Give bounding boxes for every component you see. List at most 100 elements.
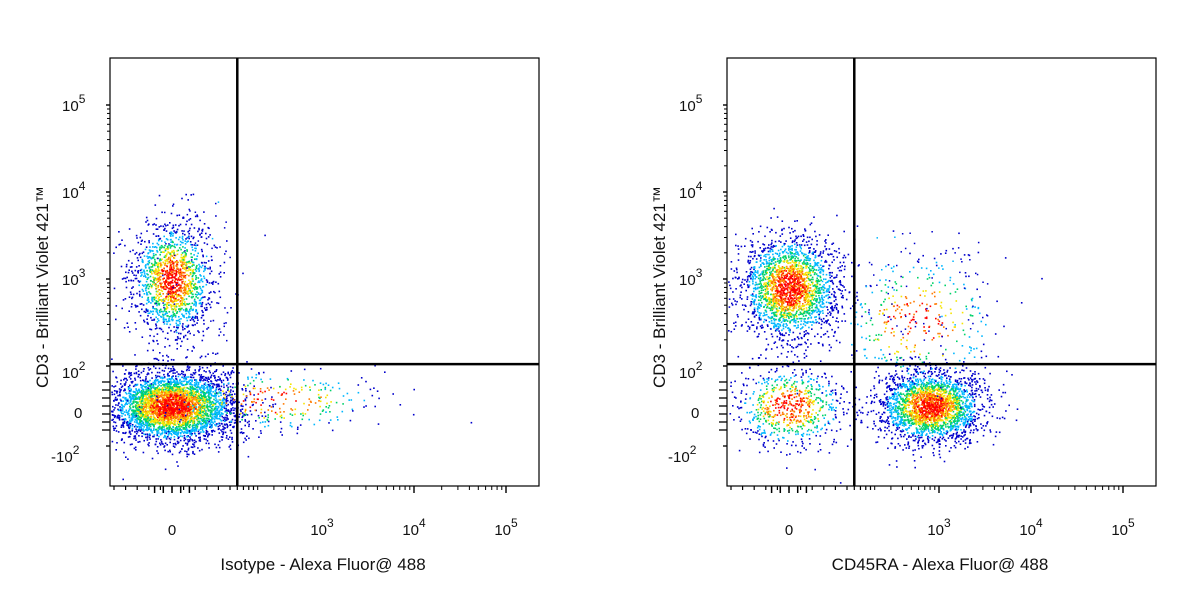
event-dot — [173, 252, 175, 255]
event-dot — [180, 303, 182, 305]
event-dot — [172, 404, 174, 406]
event-dot — [191, 309, 193, 311]
event-dot — [192, 308, 194, 311]
event-dot — [192, 274, 194, 277]
event-dot — [126, 322, 129, 324]
event-dot — [129, 384, 131, 387]
event-dot — [165, 389, 168, 392]
event-dot — [196, 394, 198, 396]
event-dot — [171, 305, 173, 307]
event-dot — [173, 267, 175, 270]
event-dot — [199, 368, 201, 370]
event-dot — [159, 399, 161, 401]
event-dot — [166, 427, 169, 429]
event-dot — [204, 413, 207, 416]
event-dot — [162, 286, 164, 288]
event-dot — [140, 390, 143, 392]
event-dot — [205, 279, 208, 281]
event-dot — [163, 424, 165, 426]
event-dot — [186, 414, 189, 417]
event-dot — [164, 346, 166, 348]
event-dot — [167, 423, 170, 425]
event-dot — [188, 268, 190, 270]
event-dot — [179, 424, 182, 427]
event-dot — [224, 410, 227, 413]
event-dot — [225, 399, 227, 402]
event-dot — [167, 420, 169, 423]
event-dot — [143, 413, 146, 416]
event-dot — [148, 300, 150, 303]
event-dot — [111, 393, 114, 396]
event-dot — [165, 395, 168, 397]
event-dot — [180, 380, 183, 383]
event-dot — [135, 389, 138, 392]
event-dot — [165, 281, 167, 284]
event-dot — [121, 307, 123, 310]
event-dot — [143, 403, 146, 406]
event-dot — [171, 295, 174, 298]
event-dot — [209, 387, 212, 389]
event-dot — [161, 290, 164, 293]
event-dot — [160, 251, 162, 253]
event-dot — [140, 394, 143, 397]
event-dot — [190, 412, 193, 414]
event-dot — [120, 265, 123, 268]
event-dot — [196, 264, 198, 267]
event-dot — [216, 409, 218, 412]
event-dot — [187, 395, 190, 397]
event-dot — [178, 396, 181, 399]
event-dot — [169, 262, 172, 264]
event-dot — [215, 386, 218, 389]
event-dot — [173, 446, 176, 448]
event-dot — [146, 293, 148, 296]
event-dot — [188, 391, 191, 393]
event-dot — [188, 232, 190, 235]
event-dot — [176, 339, 178, 341]
event-dot — [185, 309, 187, 311]
event-dot — [155, 224, 157, 226]
event-dot — [185, 238, 187, 240]
event-dot — [204, 435, 206, 437]
event-dot — [119, 394, 121, 397]
event-dot — [175, 282, 178, 284]
event-dot — [202, 396, 204, 399]
event-dot — [121, 438, 123, 440]
event-dot — [199, 387, 202, 389]
event-dot — [163, 262, 166, 265]
event-dot — [158, 414, 161, 417]
event-dot — [184, 243, 187, 245]
event-dot — [176, 440, 179, 443]
event-dot — [177, 238, 180, 241]
event-dot — [134, 384, 137, 387]
event-dot — [170, 318, 173, 321]
event-dot — [118, 415, 121, 417]
event-dot — [149, 283, 152, 286]
event-dot — [202, 401, 204, 404]
event-dot — [147, 400, 149, 403]
event-dot — [135, 398, 138, 400]
event-dot — [152, 390, 154, 392]
event-dot — [166, 307, 169, 309]
event-dot — [170, 411, 172, 414]
event-dot — [203, 385, 205, 388]
event-dot — [148, 369, 150, 371]
event-dot — [137, 272, 139, 274]
event-dot — [174, 339, 177, 341]
event-dot — [160, 310, 163, 313]
event-dot — [194, 426, 197, 429]
event-dot — [158, 408, 161, 410]
event-dot — [207, 236, 210, 238]
event-dot — [186, 241, 188, 243]
event-dot — [171, 428, 173, 431]
event-dot — [172, 379, 175, 381]
event-dot — [151, 300, 154, 303]
event-dot — [225, 408, 228, 411]
event-dot — [158, 296, 160, 299]
event-dot — [156, 301, 158, 303]
event-dot — [137, 396, 140, 398]
event-dot — [142, 251, 145, 253]
event-dot — [168, 316, 171, 318]
event-dot — [189, 291, 192, 293]
event-dot — [158, 371, 161, 374]
event-dot — [112, 405, 114, 408]
